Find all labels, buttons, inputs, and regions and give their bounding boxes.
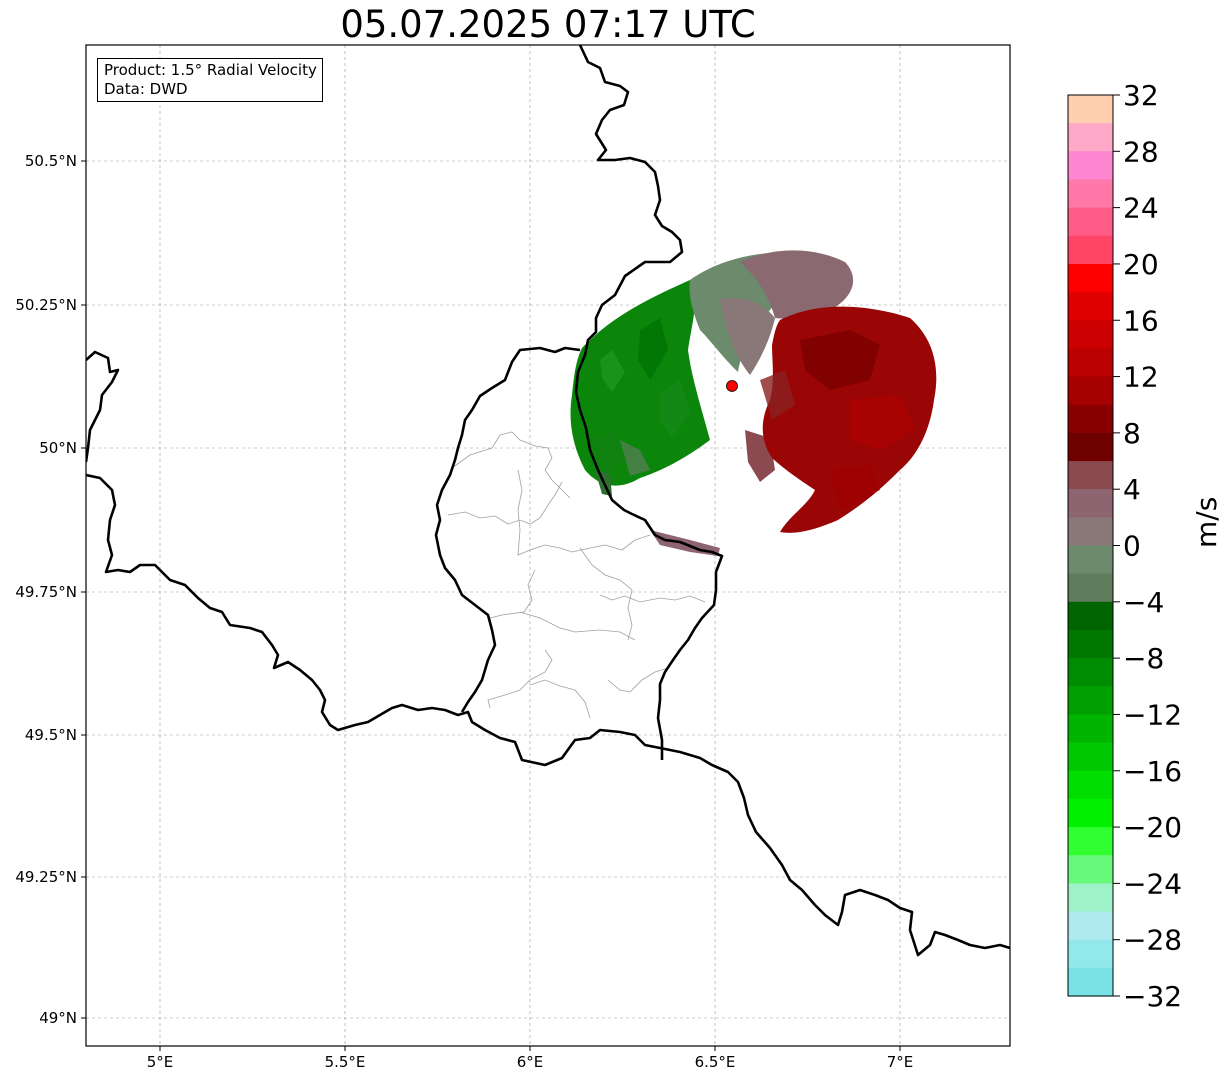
colorbar-segment <box>1068 967 1113 997</box>
colorbar-tick-label: −24 <box>1123 867 1182 900</box>
x-tick-label: 7°E <box>887 1053 914 1071</box>
colorbar-tick-label: 28 <box>1123 135 1159 168</box>
colorbar-segment <box>1068 263 1113 293</box>
colorbar-segment <box>1068 798 1113 828</box>
colorbar <box>1068 95 1113 997</box>
country-borders <box>86 45 1010 957</box>
radar-echo-positive <box>760 306 937 533</box>
colorbar-ticks: 32 28 24 20 16 12 8 4 0 −4 −8 −12 −16 −20 −24 −28 −32 <box>1113 79 1182 1013</box>
y-tick-label: 50.5°N <box>25 152 77 170</box>
colorbar-segment <box>1068 432 1113 462</box>
colorbar-segment <box>1068 545 1113 575</box>
radar-echo-transition <box>650 250 854 556</box>
colorbar-segment <box>1068 461 1113 490</box>
colorbar-tick-label: −12 <box>1123 698 1182 731</box>
canton-boundaries <box>447 431 706 719</box>
colorbar-tick-label: 4 <box>1123 473 1141 506</box>
colorbar-tick-label: 0 <box>1123 530 1141 563</box>
map-title: 05.07.2025 07:17 UTC <box>340 3 756 46</box>
colorbar-tick-label: −20 <box>1123 811 1182 844</box>
colorbar-segment <box>1068 517 1113 547</box>
colorbar-tick-label: 20 <box>1123 248 1159 281</box>
colorbar-segment <box>1068 601 1113 631</box>
x-tick-labels: 5°E 5.5°E 6°E 6.5°E 7°E <box>147 1053 914 1071</box>
info-source: Data: DWD <box>104 80 188 98</box>
y-tick-label: 49.5°N <box>25 726 77 744</box>
colorbar-segment <box>1068 95 1113 124</box>
x-tick-label: 6°E <box>517 1053 544 1071</box>
colorbar-segment <box>1068 489 1113 518</box>
colorbar-segment <box>1068 939 1113 969</box>
y-tick-label: 49°N <box>39 1009 77 1027</box>
colorbar-tick-label: −32 <box>1123 980 1182 1013</box>
y-tick-label: 50°N <box>39 439 77 457</box>
y-tick-label: 50.25°N <box>15 296 77 314</box>
x-tick-label: 5.5°E <box>325 1053 366 1071</box>
colorbar-segment <box>1068 714 1113 744</box>
map-frame <box>85 44 1011 1047</box>
colorbar-tick-label: −16 <box>1123 755 1182 788</box>
colorbar-segment <box>1068 123 1113 152</box>
x-tick-label: 6.5°E <box>695 1053 736 1071</box>
colorbar-tick-label: 16 <box>1123 304 1159 337</box>
colorbar-segment <box>1068 686 1113 716</box>
colorbar-segment <box>1068 883 1113 913</box>
colorbar-segment <box>1068 629 1113 659</box>
axis-ticks <box>81 160 901 1051</box>
colorbar-tick-label: 8 <box>1123 417 1141 450</box>
colorbar-tick-label: −28 <box>1123 924 1182 957</box>
colorbar-tick-label: −8 <box>1123 642 1164 675</box>
info-product: Product: 1.5° Radial Velocity <box>104 61 317 79</box>
radar-echo-negative <box>570 280 710 496</box>
colorbar-segment <box>1068 742 1113 772</box>
colorbar-unit-label: m/s <box>1190 496 1223 548</box>
y-tick-label: 49.75°N <box>15 583 77 601</box>
colorbar-segment <box>1068 320 1113 350</box>
colorbar-segment <box>1068 404 1113 434</box>
colorbar-segment <box>1068 827 1113 856</box>
colorbar-tick-label: −4 <box>1123 586 1164 619</box>
colorbar-segment <box>1068 770 1113 800</box>
info-box: Product: 1.5° Radial Velocity Data: DWD <box>97 58 323 102</box>
colorbar-segment <box>1068 292 1113 321</box>
colorbar-segment <box>1068 207 1113 237</box>
colorbar-segment <box>1068 855 1113 884</box>
colorbar-segment <box>1068 235 1113 265</box>
colorbar-tick-label: 24 <box>1123 192 1159 225</box>
y-tick-label: 49.25°N <box>15 868 77 886</box>
colorbar-segment <box>1068 573 1113 603</box>
colorbar-segment <box>1068 348 1113 378</box>
colorbar-segment <box>1068 151 1113 181</box>
colorbar-segment <box>1068 179 1113 209</box>
colorbar-segment <box>1068 658 1113 687</box>
colorbar-tick-label: 12 <box>1123 361 1159 394</box>
colorbar-segment <box>1068 911 1113 941</box>
y-tick-labels: 50.5°N 50.25°N 50°N 49.75°N 49.5°N 49.25… <box>15 152 77 1027</box>
colorbar-segment <box>1068 376 1113 406</box>
radar-site-marker[interactable] <box>726 380 738 392</box>
colorbar-tick-label: 32 <box>1123 79 1159 112</box>
x-tick-label: 5°E <box>147 1053 174 1071</box>
